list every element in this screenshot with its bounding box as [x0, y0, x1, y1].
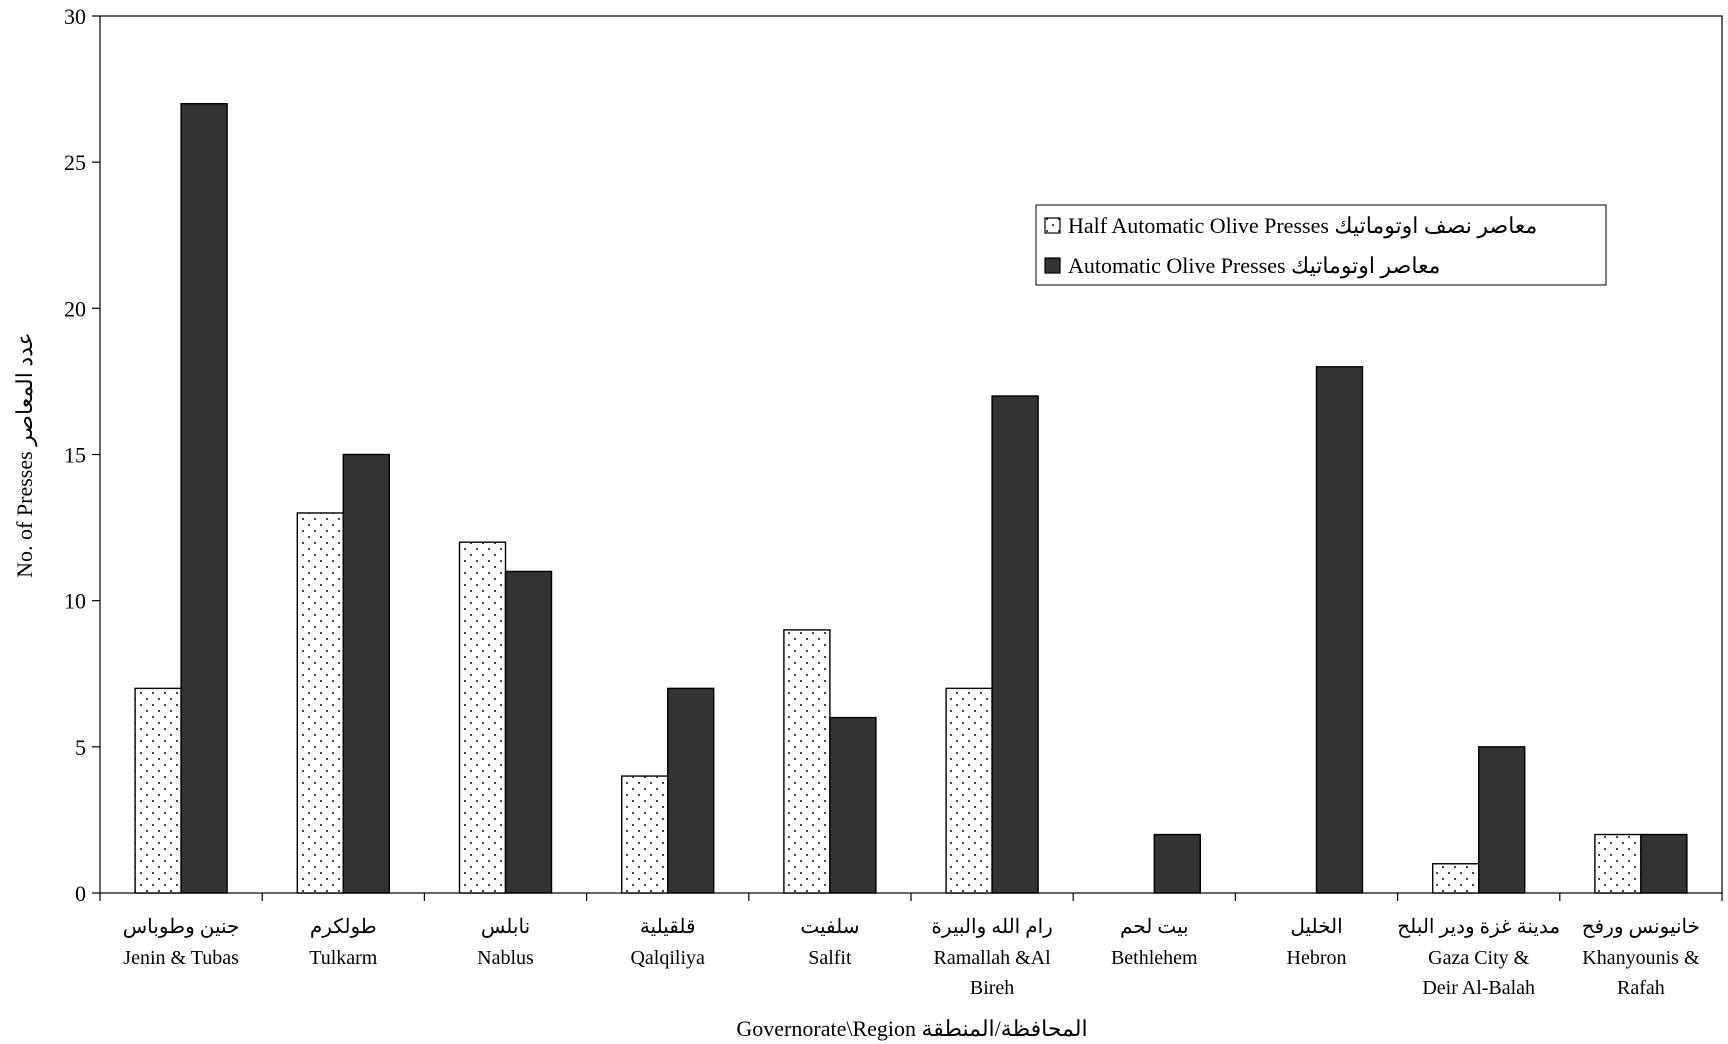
category-label-en: Bethlehem: [1111, 947, 1198, 969]
y-tick-label: 25: [64, 150, 86, 175]
bar-automatic-0: [180, 102, 228, 894]
category-label-en: Bireh: [970, 977, 1014, 999]
category-label-ar: طولكرم: [310, 916, 377, 938]
category-label-en: Nablus: [477, 947, 534, 969]
bar-half-automatic-2: [458, 541, 507, 894]
legend-label-half-automatic: Half Automatic Olive Presses معاصر نصف ا…: [1068, 213, 1537, 239]
x-axis-title: Governorate\Region المحافظة/المنطقة: [736, 1016, 1087, 1041]
category-label-ar: قلقيلية: [640, 916, 696, 938]
category-label-en: Tulkarm: [309, 947, 378, 969]
category-label-ar: خانيونس ورفح: [1582, 916, 1700, 938]
bar-automatic-1: [342, 453, 390, 894]
bar-half-automatic-1: [296, 512, 344, 894]
category-label-en: Ramallah &Al: [933, 947, 1051, 969]
category-label-en: Qalqiliya: [630, 947, 705, 969]
category-label-en: Salfit: [808, 947, 852, 969]
y-tick-label: 15: [64, 443, 86, 468]
category-label-ar: بيت لحم: [1120, 916, 1189, 938]
legend: Half Automatic Olive Presses معاصر نصف ا…: [1035, 204, 1607, 286]
bar-half-automatic-9: [1594, 833, 1642, 894]
legend-box: [1035, 204, 1607, 286]
category-label-en: Deir Al-Balah: [1422, 977, 1535, 999]
bar-half-automatic-3: [621, 775, 669, 894]
category-label-ar: رام الله والبيرة: [931, 916, 1052, 938]
category-label-ar: مدينة غزة ودير البلح: [1397, 916, 1560, 938]
legend-swatch-automatic: [1044, 257, 1061, 274]
category-label-ar: نابلس: [481, 916, 530, 938]
legend-swatch-half-automatic: [1044, 217, 1061, 234]
category-labels: جنين وطوباس Jenin & Tubas طولكرم Tulkarm ناب…: [123, 916, 1700, 999]
bar-automatic-3: [667, 687, 715, 894]
category-label-ar: جنين وطوباس: [123, 916, 240, 938]
bar-half-automatic-5: [945, 687, 993, 894]
bar-half-automatic-8: [1431, 863, 1480, 894]
bar-automatic-8: [1477, 746, 1526, 894]
y-tick-label: 0: [75, 881, 86, 906]
bar-automatic-6: [1153, 833, 1202, 894]
y-tick-label: 5: [75, 735, 86, 760]
category-label-en: Gaza City &: [1428, 947, 1530, 969]
legend-label-automatic: Automatic Olive Presses معاصر اوتوماتيك: [1068, 253, 1440, 279]
category-label-ar: سلفيت: [800, 916, 859, 938]
bar-automatic-7: [1315, 366, 1364, 894]
bar-half-automatic-0: [134, 687, 182, 894]
bar-automatic-2: [504, 570, 553, 894]
bars: [134, 102, 1688, 894]
bar-automatic-5: [991, 395, 1039, 894]
y-tick-label: 10: [64, 589, 86, 614]
category-label-en: Rafah: [1617, 977, 1665, 999]
y-tick-label: 30: [64, 4, 86, 29]
category-label-en: Khanyounis &: [1582, 947, 1700, 969]
category-label-en: Hebron: [1287, 947, 1347, 969]
category-label-ar: الخليل: [1290, 916, 1342, 938]
y-ticks: 0 5 10 15 20 25 30: [64, 4, 100, 906]
y-axis-title: No. of Presses عدد المعاصر: [12, 332, 38, 578]
bar-half-automatic-4: [783, 629, 831, 894]
y-tick-label: 20: [64, 296, 86, 321]
bar-automatic-9: [1640, 833, 1688, 894]
bar-automatic-4: [829, 716, 877, 894]
category-label-en: Jenin & Tubas: [123, 947, 239, 969]
